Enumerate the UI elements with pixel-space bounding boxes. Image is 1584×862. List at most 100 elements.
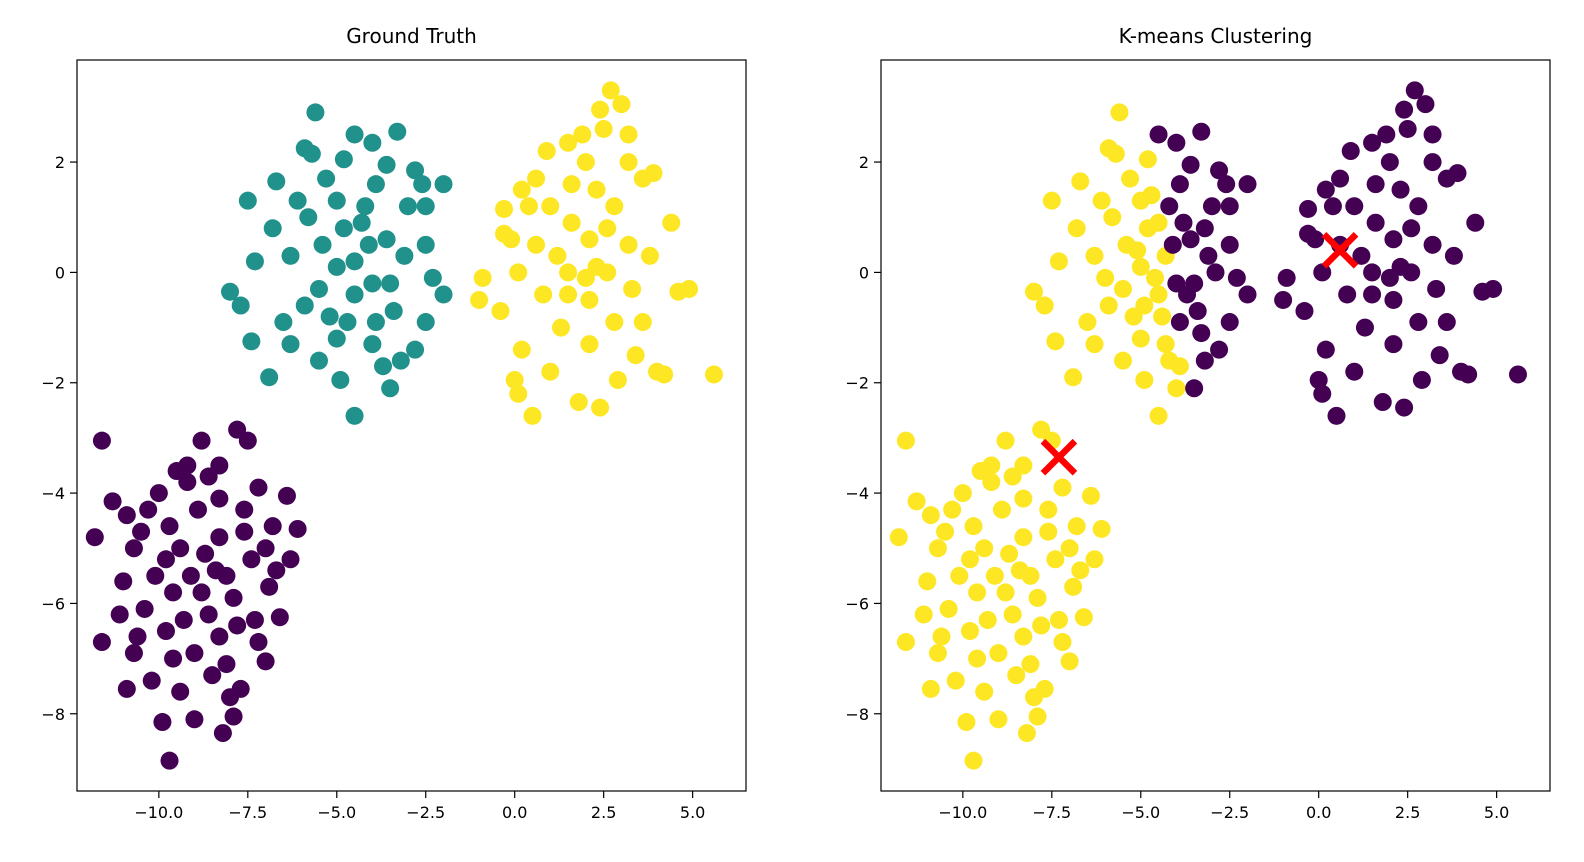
data-point bbox=[1299, 199, 1318, 218]
data-point bbox=[1345, 362, 1364, 381]
data-point bbox=[975, 539, 994, 558]
data-point bbox=[1409, 197, 1428, 216]
data-point bbox=[1178, 285, 1197, 304]
data-point bbox=[317, 169, 336, 188]
data-point bbox=[1437, 169, 1456, 188]
data-point bbox=[267, 561, 286, 580]
data-point bbox=[470, 290, 489, 309]
data-point bbox=[110, 605, 129, 624]
data-point bbox=[1071, 172, 1090, 191]
data-point bbox=[334, 150, 353, 169]
data-point bbox=[1508, 365, 1527, 384]
data-point bbox=[153, 713, 172, 732]
data-point bbox=[235, 522, 254, 541]
data-point bbox=[939, 599, 958, 618]
data-point bbox=[416, 235, 435, 254]
data-point bbox=[263, 517, 282, 536]
data-point bbox=[242, 332, 261, 351]
data-point bbox=[256, 652, 275, 671]
data-point bbox=[921, 679, 940, 698]
data-point bbox=[302, 144, 321, 163]
data-point bbox=[527, 235, 546, 254]
x-tick-label: −5.0 bbox=[1121, 803, 1160, 822]
y-tick-label: −8 bbox=[845, 705, 869, 724]
data-point bbox=[1377, 125, 1396, 144]
data-point bbox=[601, 81, 620, 100]
data-point bbox=[224, 588, 243, 607]
data-point bbox=[1121, 169, 1140, 188]
data-point bbox=[1035, 679, 1054, 698]
data-point bbox=[1466, 213, 1485, 232]
data-point bbox=[160, 751, 179, 770]
data-point bbox=[381, 274, 400, 293]
y-tick-label: −4 bbox=[845, 484, 869, 503]
data-point bbox=[188, 500, 207, 519]
data-point bbox=[203, 666, 222, 685]
x-tick-label: −10.0 bbox=[938, 803, 987, 822]
data-point bbox=[1046, 550, 1065, 569]
data-point bbox=[1395, 100, 1414, 119]
data-point bbox=[907, 492, 926, 511]
data-point bbox=[281, 335, 300, 354]
data-point bbox=[587, 180, 606, 199]
y-tick-label: −6 bbox=[845, 594, 869, 613]
data-point bbox=[1309, 370, 1328, 389]
data-point bbox=[238, 191, 257, 210]
data-point bbox=[580, 290, 599, 309]
data-point bbox=[374, 357, 393, 376]
data-point bbox=[996, 431, 1015, 450]
data-point bbox=[1384, 335, 1403, 354]
data-point bbox=[1195, 351, 1214, 370]
data-point bbox=[943, 500, 962, 519]
data-point bbox=[381, 379, 400, 398]
data-point bbox=[626, 346, 645, 365]
data-point bbox=[185, 644, 204, 663]
data-point bbox=[1110, 103, 1129, 122]
data-point bbox=[260, 368, 279, 387]
data-point bbox=[1014, 627, 1033, 646]
data-point bbox=[1174, 213, 1193, 232]
data-point bbox=[171, 539, 190, 558]
data-point bbox=[896, 633, 915, 652]
data-point bbox=[1071, 561, 1090, 580]
data-point bbox=[434, 175, 453, 194]
data-point bbox=[356, 197, 375, 216]
y-tick-label: −2 bbox=[845, 374, 869, 393]
data-point bbox=[210, 489, 229, 508]
data-point bbox=[395, 246, 414, 265]
data-point bbox=[281, 550, 300, 569]
data-point bbox=[1149, 125, 1168, 144]
data-point bbox=[1032, 616, 1051, 635]
data-point bbox=[1427, 279, 1446, 298]
data-point bbox=[502, 230, 521, 249]
data-point bbox=[992, 500, 1011, 519]
data-point bbox=[1181, 155, 1200, 174]
data-point bbox=[149, 484, 168, 503]
data-point bbox=[224, 707, 243, 726]
data-point bbox=[1402, 219, 1421, 238]
data-point bbox=[1366, 213, 1385, 232]
data-point bbox=[1149, 406, 1168, 425]
data-point bbox=[221, 282, 240, 301]
centroid-stroke bbox=[1040, 438, 1078, 476]
data-point bbox=[306, 103, 325, 122]
data-point bbox=[249, 633, 268, 652]
data-point bbox=[989, 644, 1008, 663]
centroid-marker bbox=[1040, 438, 1078, 476]
data-point bbox=[633, 169, 652, 188]
data-point bbox=[968, 649, 987, 668]
data-point bbox=[640, 246, 659, 265]
data-point bbox=[964, 751, 983, 770]
x-tick-label: 2.5 bbox=[1395, 803, 1420, 822]
data-point bbox=[918, 572, 937, 591]
data-point bbox=[156, 622, 175, 641]
data-point bbox=[178, 456, 197, 475]
data-point bbox=[576, 153, 595, 172]
data-point bbox=[92, 431, 111, 450]
data-point bbox=[124, 644, 143, 663]
data-point bbox=[914, 605, 933, 624]
data-point bbox=[509, 263, 528, 282]
data-point bbox=[1274, 290, 1293, 309]
data-point bbox=[928, 644, 947, 663]
